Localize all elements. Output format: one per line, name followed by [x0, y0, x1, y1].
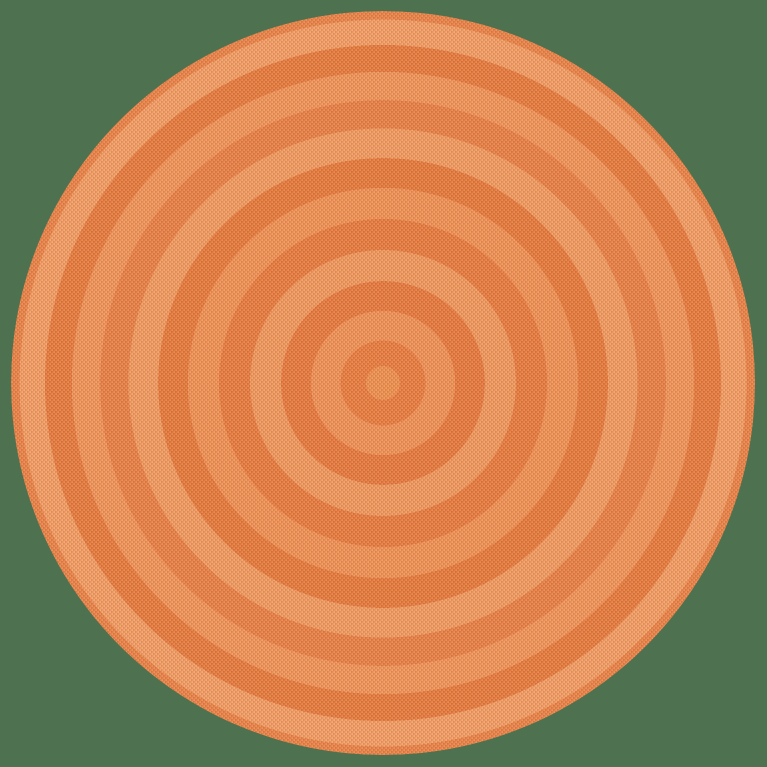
concentric-ring-disc	[11, 11, 755, 755]
rim-speckle-overlay	[11, 11, 755, 755]
